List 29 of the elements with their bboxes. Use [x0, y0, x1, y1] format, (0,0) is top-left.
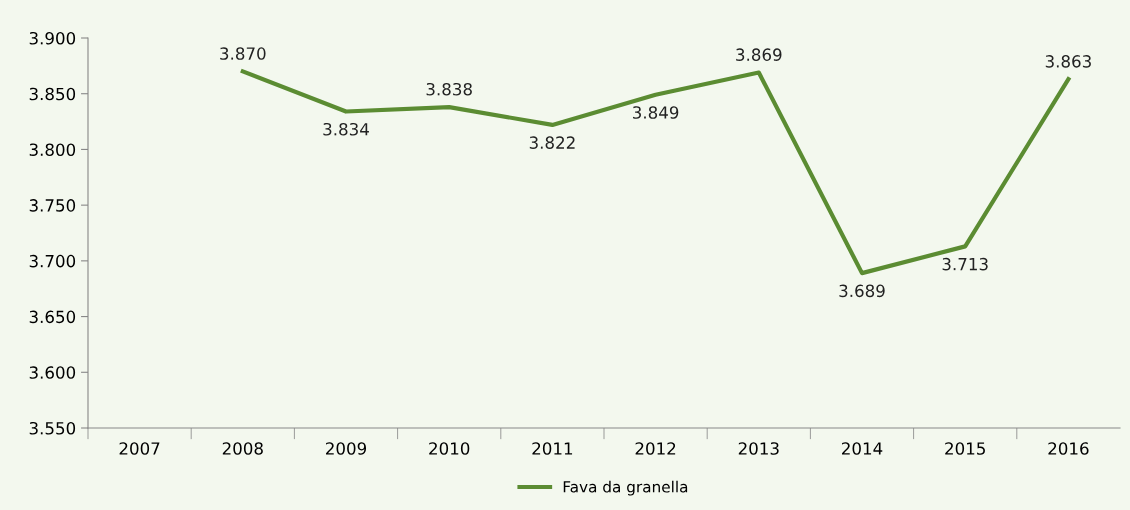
data-label: 3.713	[942, 257, 988, 271]
x-tick-label: 2014	[842, 442, 883, 455]
y-tick-label: 3.800	[29, 143, 76, 156]
y-tick-label: 3.750	[29, 199, 76, 212]
x-tick-label: 2008	[222, 442, 263, 455]
x-tick-label: 2016	[1048, 442, 1089, 455]
data-label: 3.863	[1045, 55, 1091, 68]
data-label: 3.870	[220, 47, 266, 60]
legend-label: Fava da granella	[563, 480, 688, 496]
y-tick-label: 3.550	[29, 421, 76, 435]
y-tick-label: 3.850	[29, 87, 76, 101]
data-label: 3.834	[323, 122, 369, 136]
x-tick-label: 2012	[635, 442, 676, 455]
x-tick-label: 2013	[738, 442, 779, 455]
y-tick-label: 3.650	[29, 310, 76, 324]
x-tick-label: 2009	[326, 442, 367, 455]
line-series	[240, 69, 1071, 276]
y-tick-label: 3.700	[29, 254, 76, 268]
y-tick-label: 3.900	[29, 31, 76, 45]
data-label: 3.849	[633, 106, 679, 119]
data-label: 3.869	[736, 48, 782, 61]
x-tick-label: 2007	[119, 442, 160, 455]
data-label: 3.838	[426, 82, 472, 96]
x-tick-label: 2010	[429, 442, 470, 455]
y-tick-label: 3.600	[29, 366, 76, 379]
data-label: 3.822	[529, 136, 575, 149]
data-label: 3.689	[839, 284, 885, 298]
x-tick-label: 2015	[945, 442, 985, 455]
x-tick-label: 2011	[532, 442, 573, 455]
